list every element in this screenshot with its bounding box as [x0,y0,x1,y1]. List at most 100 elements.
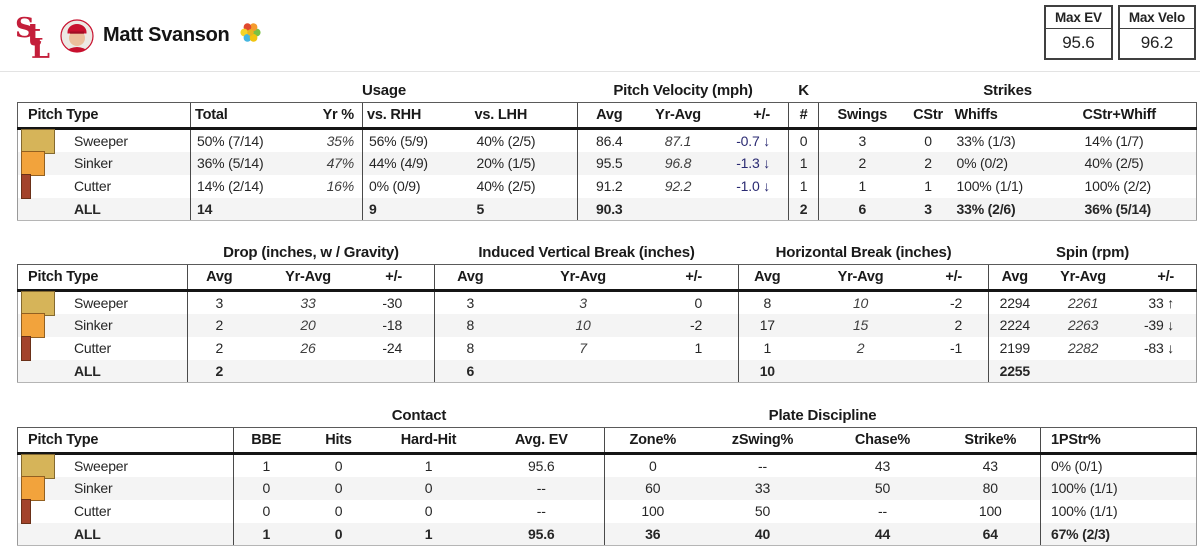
pitch-type-label: Sinker [74,480,113,496]
column-header: BBE [233,427,299,455]
stat-cell: 95.6 [528,457,555,474]
stat-cell: -- [536,503,546,519]
max-velo-box: Max Velo 96.2 [1117,5,1196,60]
group-header: Pitch Velocity (mph) [613,82,753,99]
column-header: Zone% [604,427,701,455]
group-header: K [798,82,809,99]
pitch-type-label: Cutter [74,178,111,194]
pitch-type-cell: Sinker [17,312,188,338]
stat-cell: 10 [575,317,591,333]
group-header-row: Contact Plate Discipline [18,407,1197,428]
stat-cell: 33 [300,294,316,311]
stat-cell: 2263 [1067,317,1099,333]
column-header: Pitch Type [17,102,191,130]
stat-cell: 95.5 [577,151,641,175]
stat-cell: -- [536,480,546,496]
table-row: ALL 1 0 1 95.6 36 40 44 64 67% (2/3) [17,522,1197,546]
group-header [1041,407,1197,428]
stat-cell: 44 [824,522,941,546]
table-row: Sinker 2 20 -18 8 10 -2 17 15 2 2224 2263 -39 ↓ [17,312,1198,338]
pitch-type-label: Sweeper [74,457,128,474]
column-header: +/- [660,264,739,292]
stat-cell: 64 [940,522,1041,546]
stat-cell: 0 [924,132,932,149]
pitch-type-cell: Sweeper [17,128,191,154]
pitch-type-label: ALL [74,525,101,542]
stat-cell: 0 [233,499,299,523]
column-header: Chase% [824,427,941,455]
stat-cell [1125,359,1198,383]
column-header: Swings [818,102,906,130]
group-header: Strikes [983,82,1032,99]
stat-cell: 3 [579,294,587,311]
player-photo-avatar [60,18,94,53]
column-header: Avg [434,264,506,292]
stat-cell: 35% [326,132,355,149]
svg-text:t: t [27,17,42,53]
header-stat-boxes: Max EV 95.6 Max Velo 96.2 [1043,5,1196,60]
pitch-type-label: Sweeper [74,294,128,311]
stat-cell: 36% (5/14) [190,151,291,175]
stat-cell: 3 [905,197,951,221]
stat-cell: 36 [604,522,701,546]
stat-cell: -1 [949,340,963,356]
stat-cell: 100% (1/1) [1040,476,1197,500]
stat-cell: 2255 [988,359,1041,383]
stat-cell: 91.2 [577,174,641,198]
group-header: Spin (rpm) [1056,244,1130,261]
stat-cell: 0 [334,503,343,519]
flower-icon [240,23,261,42]
max-ev-label: Max EV [1045,7,1111,29]
stat-cell: 10 [738,359,796,383]
stat-cell: 10 [852,294,869,311]
stat-cell: 2199 [988,336,1041,360]
stat-cell: 0 [334,457,343,474]
movement-spin-section: Drop (inches, w / Gravity) Induced Vertic… [17,244,1198,383]
stat-cell: 2224 [988,313,1041,337]
column-header: CStr [905,102,951,130]
stat-cell [660,359,739,383]
table-row: Sweeper 50% (7/14) 35% 56% (5/9) 40% (2/5) 86… [17,128,1198,154]
column-header-row: Pitch Type Avg Yr-Avg +/- Avg Yr-Avg +/- Avg Yr-… [17,264,1198,292]
stat-cell: 3 [187,290,251,314]
group-header: Usage [362,82,407,99]
stat-cell: 90.3 [577,197,641,221]
group-header [18,244,188,265]
group-header: Contact [391,407,447,424]
stat-cell: 100 [978,503,1002,519]
column-header: Avg [187,264,251,292]
stat-cell: -39 ↓ [1125,313,1198,337]
pitch-type-cell: Sweeper [17,290,188,316]
pitch-type-cell: Sinker [17,150,191,176]
stat-cell: -2 [949,294,963,311]
pitch-color-swatch [21,150,45,176]
stat-cell: 1 [788,174,819,198]
column-header: Hits [298,427,379,455]
stat-cell [795,359,926,383]
table-row: ALL 2 6 10 2255 [17,359,1198,383]
stat-cell: -24 [382,340,403,356]
stat-cell: 1 [233,453,299,477]
stat-cell: 60 [604,476,701,500]
stat-cell: -83 ↓ [1125,336,1198,360]
max-velo-value: 96.2 [1140,33,1174,52]
stat-cell: 20% (1/5) [476,155,536,171]
stat-cell: 47% [326,155,355,171]
stat-cell: 14% (1/7) [1078,128,1198,152]
pitch-color-swatch [21,475,45,501]
pitch-type-label: ALL [74,362,101,379]
stat-cell: 0 [604,453,701,477]
table-row: Cutter 2 26 -24 8 7 1 1 2 -1 2199 2282 -83 ↓ [17,335,1198,361]
pitch-type-cell: Cutter [17,498,234,524]
stat-cell [925,359,989,383]
stat-cell: 100% (1/1) [1040,499,1197,523]
pitch-type-label: Sweeper [74,132,128,149]
pitch-type-label: Sinker [74,155,113,171]
group-header [18,82,191,103]
stat-cell: -- [878,503,887,519]
table-row: Sweeper 3 33 -30 3 3 0 8 10 -2 2294 2261 33 ↑ [17,290,1198,316]
column-header: Yr % [290,102,363,130]
stat-cell: 2282 [1067,340,1099,356]
stat-cell: 80 [982,480,998,496]
pitch-color-swatch [21,312,45,338]
